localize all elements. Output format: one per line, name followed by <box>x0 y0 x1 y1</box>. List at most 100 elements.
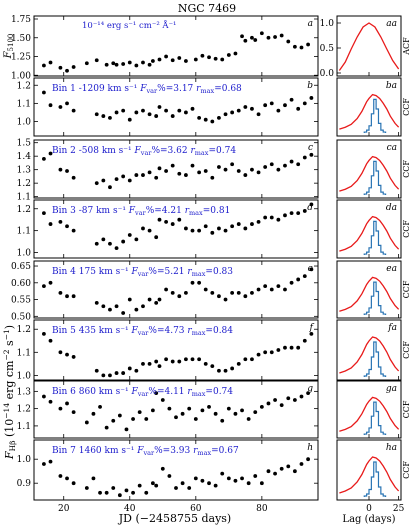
panel-letter: e <box>308 264 313 274</box>
lag-side-label: CCF <box>402 220 411 238</box>
y-tick-label: 1.0 <box>17 118 32 128</box>
data-point <box>42 284 46 289</box>
shared-y-axis-label: FHβ (10−14 erg cm−2 s−1) <box>2 325 17 460</box>
lag-panel-letter: da <box>386 203 397 213</box>
data-point <box>259 481 264 486</box>
data-point <box>94 301 99 305</box>
data-point <box>233 411 238 416</box>
data-point <box>269 162 274 167</box>
y-tick-label: 1.00 <box>11 71 31 81</box>
data-point <box>164 357 168 362</box>
data-point <box>299 394 304 399</box>
data-point <box>167 406 172 411</box>
data-point <box>184 110 188 115</box>
data-point <box>48 399 53 404</box>
data-point <box>170 58 175 63</box>
data-point <box>124 488 129 493</box>
lag-x-axis-label: Lag (days) <box>342 514 395 525</box>
data-point <box>184 173 188 177</box>
data-point <box>276 217 281 222</box>
data-point <box>243 357 248 362</box>
rmax-value: =0.74 <box>208 146 236 156</box>
data-point <box>243 226 248 231</box>
rmax-value: =0.81 <box>203 206 231 216</box>
data-point <box>203 169 208 173</box>
panel-d: 1.0 1.1 1.2 d Bin 3 -87 km s⁻¹ Fvar%=4.21 rm… <box>17 199 319 259</box>
data-point <box>114 246 119 251</box>
data-point <box>210 175 215 180</box>
data-point <box>170 359 175 364</box>
ccf-curve <box>339 155 400 192</box>
data-point <box>91 411 96 416</box>
lag-y-tick-label: 0.0 <box>320 69 335 79</box>
data-point <box>144 417 149 421</box>
data-point <box>58 167 63 172</box>
data-point <box>141 173 145 177</box>
data-point <box>150 408 155 413</box>
data-point <box>108 241 112 246</box>
data-point <box>250 222 254 226</box>
lag-panel-letter: ca <box>387 143 397 153</box>
data-point <box>170 163 175 168</box>
panel-letter: f <box>309 323 315 333</box>
data-point <box>283 213 287 218</box>
panel-g: 1.1 1.2 1.3 g Bin 6 860 km s⁻¹ Fvar%=4.11 rm… <box>17 380 319 439</box>
data-point <box>154 235 159 240</box>
panel-letter: g <box>307 384 313 394</box>
data-point <box>200 53 205 58</box>
y-tick-label: 0.55 <box>11 296 31 306</box>
rmax-symbol: r <box>185 267 193 277</box>
lag-panel-ea: ea CCF <box>336 260 411 319</box>
ylabel-sub: 5100 <box>7 34 15 52</box>
data-point <box>269 101 274 106</box>
centroid-histogram <box>363 160 387 195</box>
data-point <box>289 345 294 350</box>
data-point <box>42 156 46 161</box>
lag-x-tick-label: 25 <box>393 504 405 514</box>
data-point <box>71 481 76 486</box>
data-point <box>302 338 307 343</box>
panel-frame <box>33 439 319 501</box>
data-point <box>58 219 63 224</box>
lag-panel-ga: ga CCF <box>336 380 411 439</box>
data-point <box>302 274 307 278</box>
data-point <box>273 471 277 476</box>
data-point <box>65 476 69 481</box>
data-point <box>263 103 268 108</box>
data-point <box>226 53 231 57</box>
rmax-value: =0.67 <box>211 446 239 456</box>
panel-letter: d <box>307 203 313 213</box>
panel-letter: c <box>308 143 313 153</box>
rmax-symbol: r <box>185 326 193 336</box>
lag-side-label: CCF <box>402 461 411 479</box>
rmax-symbol: r <box>185 387 193 397</box>
data-point <box>111 486 116 490</box>
data-point <box>269 287 274 292</box>
data-point <box>71 410 76 414</box>
data-point <box>131 417 135 421</box>
data-point <box>42 462 46 466</box>
data-point <box>263 215 268 220</box>
lag-panel-ha: 0 25 ha CCF <box>336 439 411 514</box>
bin-annotation: Bin 3 -87 km s⁻¹ Fvar%=4.21 rmax=0.81 <box>52 206 230 217</box>
data-point <box>134 110 139 115</box>
data-point <box>104 490 109 495</box>
y-tick-label: 1.5 <box>17 139 32 149</box>
bin-annotation: Bin 7 1460 km s⁻¹ Fvar%=3.93 rmax=0.67 <box>52 446 239 457</box>
data-point <box>203 361 208 366</box>
y-tick-label: 1.1 <box>17 227 31 237</box>
data-point <box>213 483 218 488</box>
data-point <box>184 59 188 63</box>
y-tick-label: 1.1 <box>17 422 31 432</box>
panel-c: 1.1 1.2 1.3 1.4 1.5 c Bin 2 -508 km s⁻¹ Fvar%=… <box>17 139 319 203</box>
bin-label: Bin 1 <box>52 84 76 94</box>
data-point <box>94 58 99 63</box>
data-point <box>197 357 202 362</box>
rmax-sub: max <box>192 329 206 337</box>
data-point <box>127 117 132 122</box>
data-point <box>283 345 287 350</box>
data-point <box>177 56 182 60</box>
data-point <box>164 219 168 224</box>
data-point <box>127 297 132 302</box>
y-tick-label: 1.1 <box>17 99 31 109</box>
